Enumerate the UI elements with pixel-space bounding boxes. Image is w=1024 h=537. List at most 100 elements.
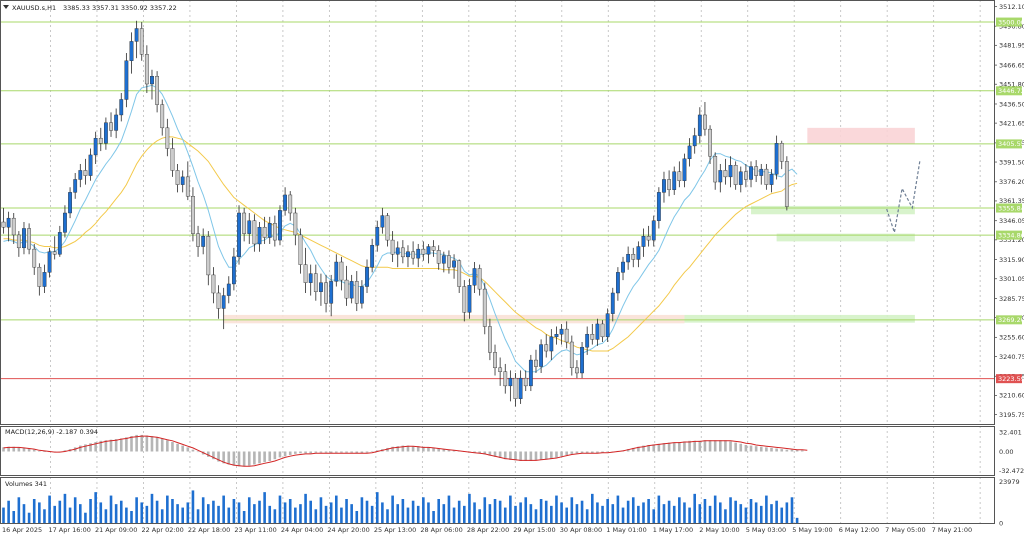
candle xyxy=(237,205,241,265)
volume-bar xyxy=(17,497,21,523)
macd-bar xyxy=(560,451,563,457)
candle xyxy=(57,225,62,257)
candle xyxy=(150,69,154,100)
macd-bar xyxy=(181,445,184,452)
candle xyxy=(687,138,692,167)
candle xyxy=(774,135,779,180)
candle xyxy=(354,271,359,312)
macd-bar xyxy=(570,451,574,454)
volume-bar xyxy=(719,502,722,523)
candle xyxy=(728,156,733,188)
macd-bar xyxy=(119,438,123,452)
candle xyxy=(431,240,436,257)
volume-bar xyxy=(375,492,379,523)
macd-bar xyxy=(765,447,768,452)
volume-bar xyxy=(38,502,41,523)
volume-bar xyxy=(212,500,215,523)
macd-bar xyxy=(596,451,599,454)
macd-bar xyxy=(38,450,41,452)
candle xyxy=(339,256,344,291)
price-tick-label: 3466.65 xyxy=(999,61,1024,69)
macd-bar xyxy=(2,447,5,452)
volume-bar xyxy=(48,495,51,523)
macd-bar xyxy=(606,451,609,453)
volume-bar xyxy=(53,505,56,523)
volume-bar xyxy=(703,499,707,523)
macd-bar xyxy=(698,440,702,452)
candle xyxy=(308,264,313,296)
macd-bar xyxy=(447,449,451,452)
candle xyxy=(63,205,67,238)
volume-bar xyxy=(125,507,128,523)
volume-bar xyxy=(498,500,502,523)
volume-bar xyxy=(89,499,92,523)
volume-bar xyxy=(713,495,717,523)
volume-bar xyxy=(534,509,538,523)
candle xyxy=(42,264,47,293)
volume-bar xyxy=(729,497,732,523)
candle xyxy=(324,274,328,313)
volume-bar xyxy=(73,497,77,523)
macd-bar xyxy=(416,446,420,452)
ma-slow-line xyxy=(3,136,798,352)
level-tag xyxy=(996,315,1022,325)
macd-bar xyxy=(237,451,241,467)
volume-bar xyxy=(585,509,589,523)
macd-bar xyxy=(258,451,261,464)
macd-bar xyxy=(135,434,138,452)
candle xyxy=(595,318,600,346)
macd-bar xyxy=(7,446,10,452)
macd-bar xyxy=(22,447,26,452)
price-tick-label: 3421.65 xyxy=(999,119,1024,127)
candle xyxy=(523,370,528,392)
price-tick-label: 3315.90 xyxy=(999,256,1024,264)
candle xyxy=(682,153,687,188)
volume-bar xyxy=(621,507,625,523)
volume-bar xyxy=(652,509,656,523)
macd-bar xyxy=(114,439,118,452)
candle xyxy=(738,166,743,193)
candle xyxy=(651,215,656,247)
time-tick-label: 7 May 05:00 xyxy=(885,526,925,534)
candle xyxy=(27,223,31,255)
volume-bar xyxy=(247,497,251,523)
macd-bar xyxy=(166,440,169,452)
volume-bar xyxy=(299,504,302,523)
candle xyxy=(646,225,651,247)
volume-bar xyxy=(140,502,144,523)
price-tick-label: 3195.75 xyxy=(999,411,1024,419)
volume-bar xyxy=(109,495,113,523)
chevron-down-icon[interactable] xyxy=(3,5,9,9)
time-tick-label: 23 Apr 11:00 xyxy=(234,526,276,534)
volume-bar xyxy=(488,504,492,523)
candle xyxy=(6,211,11,242)
candle xyxy=(554,326,559,345)
candle xyxy=(395,241,400,268)
candle xyxy=(1,207,6,234)
macd-bar xyxy=(263,451,266,463)
macd-bar xyxy=(539,451,543,460)
macd-bar xyxy=(309,451,312,454)
candle xyxy=(211,267,216,304)
volume-panel-frame xyxy=(0,477,995,524)
volume-bar xyxy=(84,512,87,523)
candle xyxy=(575,360,579,379)
candle xyxy=(68,187,72,219)
macd-panel-frame xyxy=(0,426,995,476)
volume-bar xyxy=(314,509,318,523)
candle xyxy=(447,250,451,274)
candle xyxy=(365,259,369,293)
candle xyxy=(677,161,682,188)
volume-bar xyxy=(2,507,5,523)
macd-bar xyxy=(555,451,558,458)
macd-bar xyxy=(304,451,307,454)
macd-bar xyxy=(207,451,210,457)
volume-bar xyxy=(739,504,743,523)
price-zones xyxy=(223,127,915,324)
macd-bar xyxy=(775,448,778,452)
volume-bar xyxy=(166,495,169,523)
macd-bar xyxy=(386,447,389,452)
price-tick-label: 3346.05 xyxy=(999,217,1024,225)
volume-bar xyxy=(580,500,584,523)
